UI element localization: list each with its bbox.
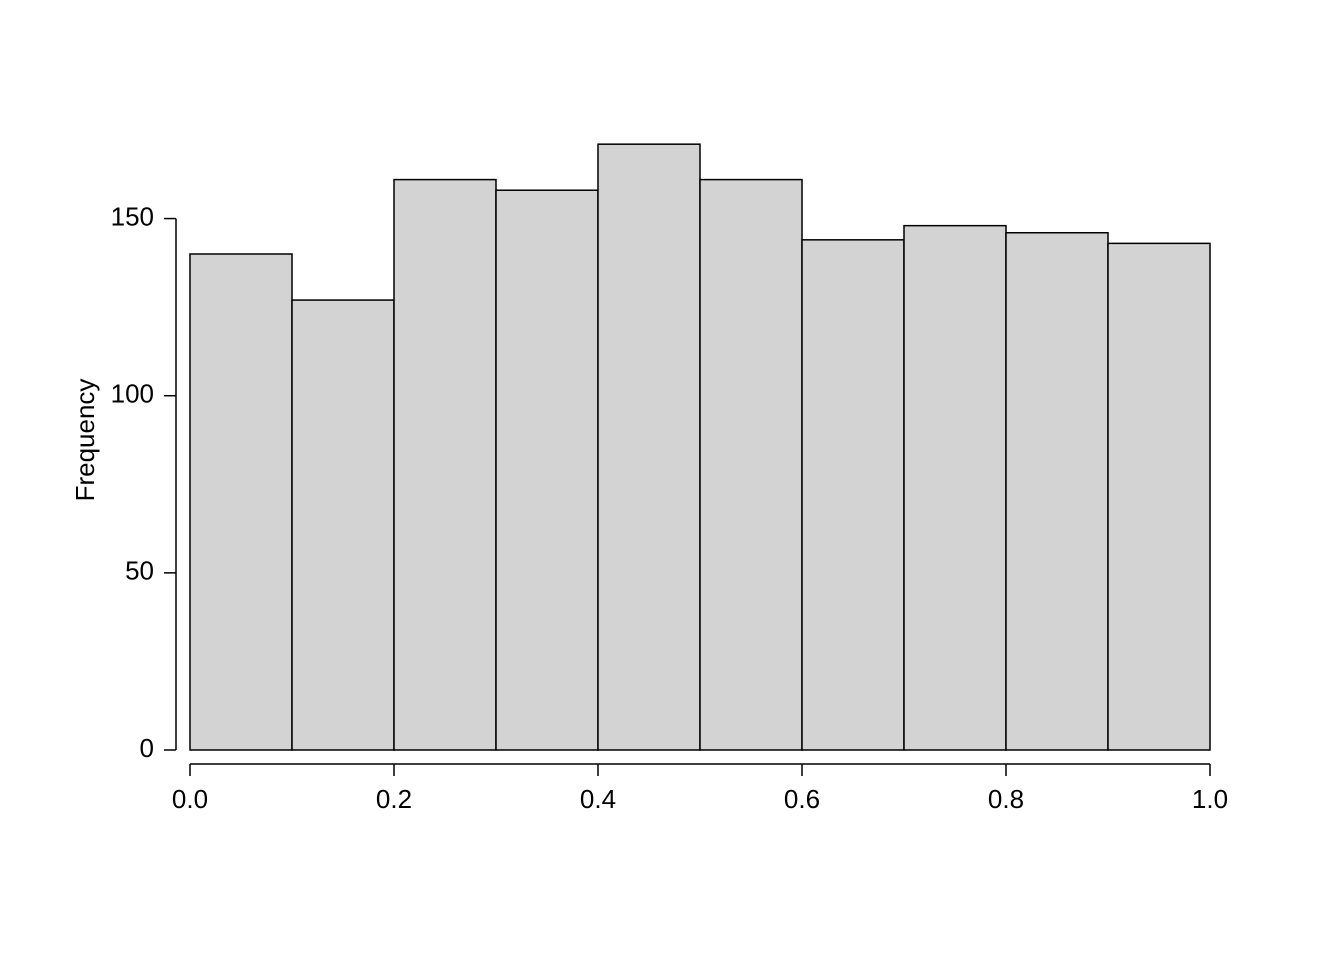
y-tick-label: 0 bbox=[140, 733, 154, 763]
y-tick-label: 100 bbox=[111, 379, 154, 409]
histogram-svg: 0.0 0.2 0.4 0.6 0.8 1.0 0 50 100 150 Frequency bbox=[0, 0, 1344, 960]
histogram-bar bbox=[904, 226, 1006, 750]
y-tick-label: 150 bbox=[111, 201, 154, 231]
x-tick-label: 0.0 bbox=[172, 784, 208, 814]
x-tick-label: 0.6 bbox=[784, 784, 820, 814]
histogram-bar bbox=[496, 190, 598, 750]
x-tick-label: 0.2 bbox=[376, 784, 412, 814]
histogram-chart: 0.0 0.2 0.4 0.6 0.8 1.0 0 50 100 150 Frequency bbox=[0, 0, 1344, 960]
histogram-bar bbox=[802, 240, 904, 750]
histogram-bar bbox=[1006, 233, 1108, 750]
histogram-bar bbox=[292, 300, 394, 750]
x-tick-label: 0.4 bbox=[580, 784, 616, 814]
y-tick-label: 50 bbox=[125, 556, 154, 586]
x-tick-label: 0.8 bbox=[988, 784, 1024, 814]
histogram-bar bbox=[1108, 243, 1210, 750]
x-tick-label: 1.0 bbox=[1192, 784, 1228, 814]
histogram-bar bbox=[598, 144, 700, 750]
y-axis-label: Frequency bbox=[70, 379, 100, 502]
histogram-bar bbox=[394, 180, 496, 750]
histogram-bar bbox=[700, 180, 802, 750]
histogram-bar bbox=[190, 254, 292, 750]
